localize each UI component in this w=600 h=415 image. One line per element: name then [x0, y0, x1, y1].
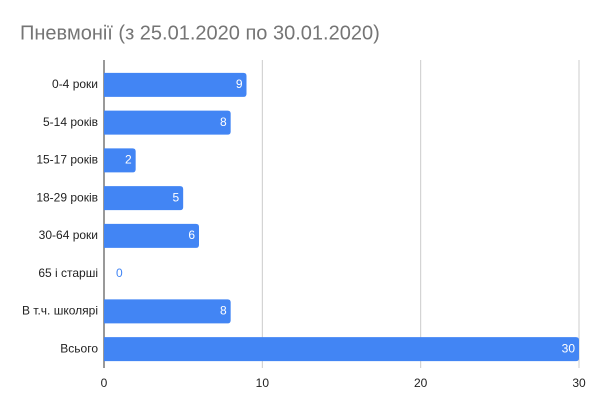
value-label: 8: [220, 304, 227, 318]
value-label: 30: [562, 341, 576, 355]
bar: [104, 72, 247, 97]
x-tick-label: 0: [101, 376, 108, 390]
bar: [104, 299, 231, 324]
x-tick-label: 20: [414, 376, 428, 390]
bar: [104, 148, 136, 173]
y-tick-label: Всього: [60, 341, 98, 355]
value-label: 8: [220, 115, 227, 129]
value-label: 6: [188, 228, 195, 242]
x-tick-label: 10: [256, 376, 270, 390]
chart-title: Пневмонії (з 25.01.2020 по 30.01.2020): [20, 22, 380, 44]
bar: [104, 110, 231, 135]
y-tick-label: 18-29 років: [36, 190, 98, 204]
y-tick-label: 5-14 років: [43, 115, 98, 129]
x-tick-label: 30: [572, 376, 586, 390]
y-tick-label: 30-64 роки: [39, 228, 98, 242]
value-label: 2: [125, 153, 132, 167]
y-tick-label: В т.ч. школярі: [22, 304, 98, 318]
bar: [104, 337, 579, 362]
y-tick-label: 0-4 роки: [52, 77, 98, 91]
value-label: 9: [236, 77, 243, 91]
y-tick-label: 65 і старші: [38, 266, 98, 280]
bar: [104, 186, 184, 211]
value-label: 5: [172, 190, 179, 204]
bar: [104, 223, 199, 248]
value-label: 0: [116, 266, 123, 280]
y-tick-label: 15-17 років: [36, 153, 98, 167]
